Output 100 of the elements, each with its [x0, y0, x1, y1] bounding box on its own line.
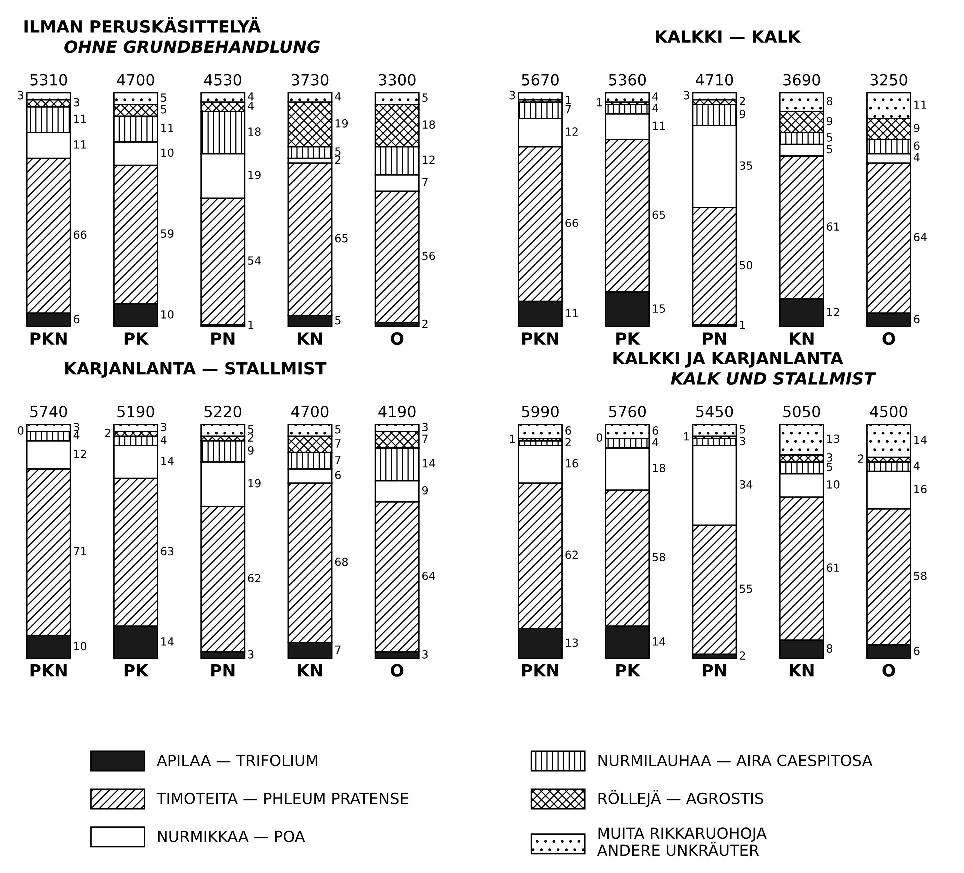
data-label: 4	[914, 462, 920, 470]
annotation: 5190	[118, 406, 154, 418]
data-label: 3	[684, 91, 690, 100]
data-label: 6	[74, 315, 80, 324]
data-label: 2	[422, 320, 428, 328]
annotation: 4700	[117, 74, 154, 86]
data-label: 4	[248, 92, 254, 101]
data-label: 7	[422, 178, 428, 186]
data-label: 1	[740, 321, 746, 330]
data-label: 10	[74, 642, 87, 651]
data-label: 16	[566, 459, 578, 468]
data-label: 2	[105, 428, 110, 438]
data-label: 5	[335, 316, 341, 325]
x-tick-label: PK	[616, 332, 641, 345]
data-label: 64	[422, 572, 436, 580]
data-label: 4	[335, 92, 342, 101]
legend-label: RÖLLEJÄ — AGROSTIS	[598, 790, 764, 808]
data-label: 3	[740, 437, 746, 446]
data-label: 10	[162, 148, 174, 158]
x-tick-label: PK	[616, 664, 641, 677]
data-label: 59	[161, 230, 174, 238]
annotation: 5670	[522, 74, 559, 86]
data-label: 19	[248, 479, 261, 488]
x-tick-label: KN	[790, 332, 814, 345]
data-label: 7	[336, 440, 341, 448]
data-label: 1	[597, 98, 602, 107]
data-label: 4	[652, 92, 658, 101]
bar	[518, 92, 563, 101]
x-tick-label: O	[391, 332, 404, 346]
data-label: 65	[652, 210, 666, 220]
legend-label: MUITA RIKKARUOHOJA ANDERE UNKRÄUTER	[597, 828, 767, 856]
data-label: 3	[422, 650, 428, 659]
data-label: 14	[162, 457, 174, 466]
data-label: 8	[827, 644, 833, 653]
data-label: 13	[566, 638, 578, 648]
x-tick-label: PKN	[30, 664, 67, 677]
data-label: 11	[74, 114, 86, 123]
data-label: 66	[566, 219, 578, 228]
data-label: 6	[914, 315, 920, 324]
annotation: 3730	[292, 74, 329, 86]
x-tick-label: O	[391, 664, 404, 677]
data-label: 7	[336, 646, 341, 654]
data-label: 5	[740, 426, 746, 434]
data-label: 3	[510, 91, 516, 100]
x-tick-label: PKN	[30, 332, 67, 345]
data-label: 5	[161, 94, 166, 102]
data-label: 3	[74, 423, 80, 432]
data-label: 61	[827, 222, 840, 231]
data-label: 9	[422, 486, 428, 495]
data-label: 5	[827, 145, 832, 154]
data-label: 58	[652, 553, 666, 562]
chart-title: KALKKI JA KARJANLANTA	[614, 352, 844, 368]
legend-label: APILAA — TRIFOLIUM	[157, 754, 318, 766]
data-label: 7	[566, 106, 572, 114]
x-tick-label: PN	[212, 664, 235, 677]
data-label: 63	[161, 547, 174, 556]
data-label: 3	[18, 91, 24, 100]
annotation: 5310	[30, 74, 68, 86]
data-label: 54	[248, 256, 262, 265]
data-label: 4	[160, 436, 167, 444]
annotation: 3300	[379, 74, 416, 86]
data-label: 4	[248, 102, 254, 110]
data-label: 15	[653, 304, 666, 314]
annotation: 4530	[204, 74, 242, 86]
data-label: 12	[74, 450, 86, 458]
x-tick-label: PK	[124, 664, 150, 677]
data-label: 56	[422, 252, 436, 260]
data-label: 4	[652, 104, 658, 112]
data-label: 4	[74, 431, 80, 440]
chart-subtitle: OHNE GRUNDBEHANDLUNG	[64, 40, 320, 54]
data-label: 7	[336, 456, 341, 464]
data-label: 10	[828, 480, 840, 489]
data-label: 2	[740, 652, 746, 660]
annotation: 5990	[522, 406, 559, 418]
data-label: 6	[914, 646, 920, 656]
data-label: 9	[248, 446, 254, 455]
data-label: 5	[422, 94, 428, 102]
data-label: 4	[652, 438, 658, 447]
x-tick-label: PN	[703, 664, 726, 677]
x-tick-label: O	[882, 332, 896, 346]
data-label: 5	[827, 463, 832, 472]
data-label: 3	[422, 423, 428, 432]
data-label: 9	[826, 117, 833, 126]
annotation: 5360	[609, 74, 646, 86]
data-label: 5	[335, 426, 341, 434]
data-label: 68	[335, 558, 348, 566]
legend-label: TIMOTEITA — PHLEUM PRATENSE	[156, 792, 408, 804]
data-label: 71	[74, 547, 86, 556]
x-tick-label: PN	[703, 332, 726, 345]
data-label: 12	[566, 128, 578, 136]
data-label: 0	[18, 426, 24, 435]
data-label: 2	[335, 156, 341, 164]
data-label: 5	[827, 134, 832, 142]
data-label: 3	[161, 423, 167, 432]
data-label: 2	[858, 454, 864, 463]
data-label: 16	[914, 485, 927, 494]
chart-subtitle: KALK UND STALLMIST	[671, 372, 877, 385]
legend-label: NURMIKKAA — POA	[158, 830, 306, 842]
data-label: 1	[248, 321, 254, 330]
data-label: 5	[335, 148, 341, 156]
